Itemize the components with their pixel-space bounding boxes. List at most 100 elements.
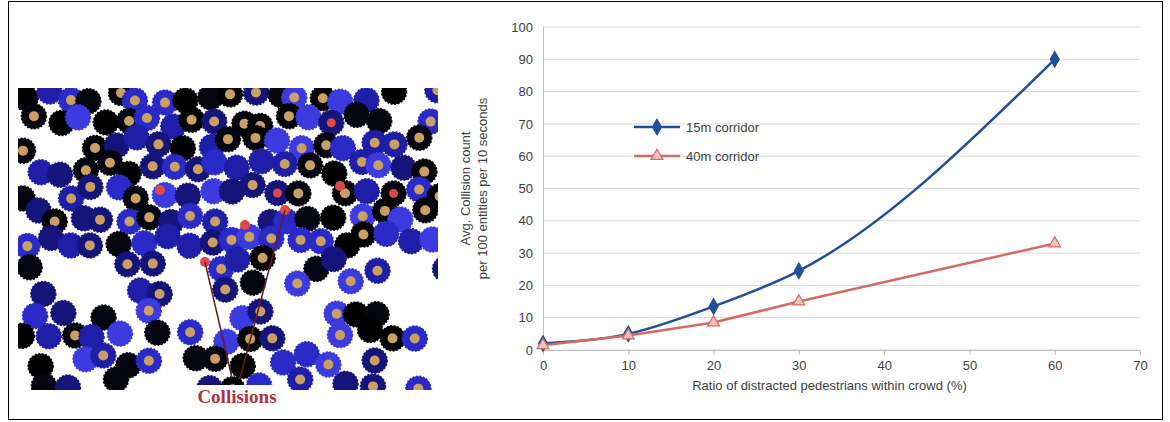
pedestrian [240, 270, 265, 295]
pedestrian [21, 104, 46, 129]
pedestrian [18, 138, 35, 163]
pedestrian [382, 132, 407, 157]
annotation: Collisions [197, 386, 276, 407]
pedestrian [18, 255, 42, 280]
pedestrian [380, 326, 405, 351]
pedestrian [402, 326, 427, 351]
pedestrian [294, 342, 319, 367]
pedestrian [362, 348, 387, 373]
pedestrian-center [105, 158, 115, 168]
pedestrian-center [153, 139, 163, 149]
pedestrian-center [22, 241, 32, 251]
pedestrian-center [85, 182, 95, 192]
pedestrian-center [388, 333, 398, 343]
pedestrian [140, 251, 165, 276]
pedestrian [333, 371, 358, 390]
pedestrian-center [289, 93, 299, 103]
tick-mark [628, 350, 629, 355]
pedestrian-center [258, 253, 268, 263]
collision-dot [240, 220, 250, 230]
pedestrian-center [389, 139, 399, 149]
pedestrian [87, 207, 112, 232]
pedestrian [338, 269, 363, 294]
tick-mark [884, 350, 885, 355]
pedestrian [103, 367, 128, 390]
pedestrian-center [368, 381, 378, 390]
pointer [240, 210, 285, 378]
pedestrian [264, 128, 289, 153]
grid-line [543, 123, 1140, 124]
tick-label: 30 [792, 358, 806, 373]
pedestrian [316, 352, 341, 377]
pedestrian-center [335, 330, 345, 340]
point [708, 316, 720, 326]
pedestrian [213, 277, 238, 302]
chart: 0102030405060700102030405060708090100Rat… [458, 20, 1148, 393]
pedestrian-center [318, 93, 328, 103]
legend-label: 15m corridor [686, 120, 760, 135]
pedestrian-center [144, 306, 154, 316]
grid-line [543, 220, 1140, 221]
point [1049, 237, 1061, 247]
pedestrian-center [293, 188, 303, 198]
pedestrian [37, 88, 62, 104]
pedestrian [93, 110, 118, 135]
pedestrian [286, 181, 311, 206]
pedestrian-center [332, 309, 342, 319]
pedestrian-center [280, 159, 290, 169]
pedestrian-center [370, 356, 380, 366]
pedestrian [177, 233, 202, 258]
pedestrian [249, 149, 274, 174]
pedestrian-center [266, 234, 276, 244]
pedestrian-center [124, 217, 134, 227]
pedestrian [115, 252, 140, 277]
pedestrian-center [414, 133, 424, 143]
pedestrian [124, 125, 149, 150]
tick: 40 [519, 213, 543, 228]
pedestrian [244, 88, 269, 105]
pedestrian [358, 317, 383, 342]
series-line [543, 243, 1055, 345]
pedestrian [399, 229, 424, 254]
tick: 100 [511, 20, 543, 35]
x-axis: 010203040506070 [540, 350, 1148, 373]
pedestrian [18, 323, 34, 348]
pedestrian-center [50, 216, 60, 226]
grid-line [543, 27, 1140, 28]
point [537, 338, 549, 348]
pedestrian-center [29, 111, 39, 121]
grid [543, 27, 1140, 350]
pedestrian-center [292, 279, 302, 289]
pedestrian [240, 173, 265, 198]
pedestrian [31, 281, 56, 306]
figure: Collisions010203040506070010203040506070… [0, 0, 1170, 422]
y-axis: 0102030405060708090100 [511, 20, 543, 358]
pedestrian [36, 324, 61, 349]
pedestrian-center [410, 334, 420, 344]
tick-label: 40 [877, 358, 891, 373]
pedestrian-center [346, 276, 356, 286]
pedestrian-center [419, 167, 429, 177]
pedestrian [288, 367, 313, 390]
pedestrian-center [210, 217, 220, 227]
pedestrian [360, 374, 385, 390]
pedestrian [51, 300, 76, 325]
pedestrian [215, 127, 240, 152]
pedestrian-center [435, 191, 438, 201]
pedestrian-center [220, 285, 230, 295]
tick: 20 [707, 350, 721, 373]
pedestrian [48, 162, 73, 187]
tick-label: 0 [540, 358, 547, 373]
pedestrian [55, 375, 80, 390]
tick-label: 70 [519, 117, 533, 132]
pedestrian [319, 110, 344, 135]
collision-dot [155, 185, 165, 195]
pedestrian [78, 174, 103, 199]
pedestrian-center [426, 117, 436, 127]
pedestrian [66, 105, 91, 130]
pedestrian-center [413, 384, 423, 390]
tick: 70 [519, 117, 543, 132]
tick-label: 30 [519, 246, 533, 261]
tick-mark [969, 350, 970, 355]
pedestrian [433, 256, 438, 281]
